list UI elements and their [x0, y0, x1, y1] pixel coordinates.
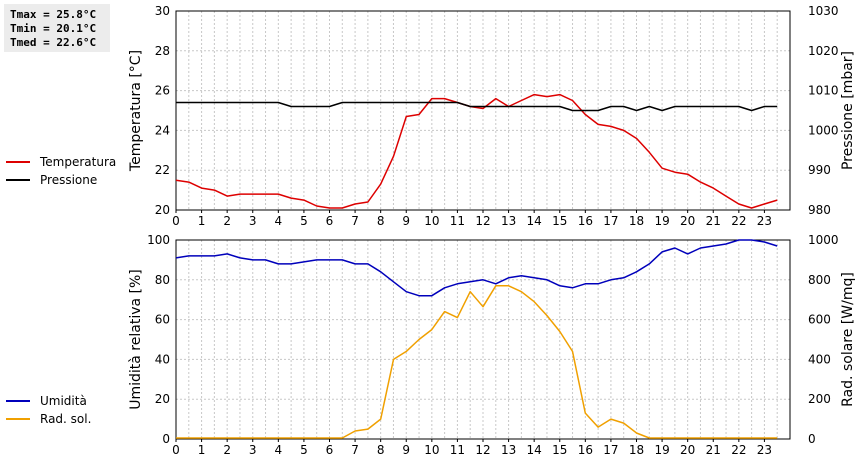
y-tick-label-left: 22 [155, 163, 170, 177]
x-tick-label: 23 [757, 443, 772, 457]
y-tick-label-right: 600 [808, 313, 831, 327]
tmed-label: Tmed = 22.6°C [10, 36, 97, 49]
y-tick-label-right: 980 [808, 203, 831, 217]
x-tick-label: 10 [424, 214, 439, 228]
series-line-radiation [176, 285, 778, 439]
y-tick-label-left: 80 [155, 273, 170, 287]
x-tick-label: 18 [629, 214, 644, 228]
x-tick-label: 2 [223, 214, 231, 228]
legend-item-pressure: Pressione [6, 171, 116, 189]
x-tick-label: 15 [552, 443, 567, 457]
y-tick-label-left: 24 [155, 123, 170, 137]
legend-item-radiation: Rad. sol. [6, 410, 91, 428]
x-tick-label: 11 [450, 214, 465, 228]
x-tick-label: 20 [680, 443, 695, 457]
x-tick-label: 2 [223, 443, 231, 457]
x-tick-label: 16 [578, 443, 593, 457]
x-tick-label: 14 [527, 443, 542, 457]
stats-box: Tmax = 25.8°C Tmin = 20.1°C Tmed = 22.6°… [4, 4, 110, 52]
y-tick-label-left: 0 [162, 432, 170, 446]
legend-item-humidity: Umidità [6, 392, 91, 410]
x-tick-label: 8 [377, 443, 385, 457]
y-tick-label-right: 800 [808, 273, 831, 287]
x-tick-label: 10 [424, 443, 439, 457]
x-tick-label: 15 [552, 214, 567, 228]
x-tick-label: 19 [654, 214, 669, 228]
y-tick-label-right: 1030 [808, 4, 839, 18]
x-tick-label: 1 [198, 214, 206, 228]
x-tick-label: 12 [475, 214, 490, 228]
tmax-label: Tmax = 25.8°C [10, 8, 97, 21]
y-tick-label-left: 100 [147, 233, 170, 247]
y-tick-label-right: 1020 [808, 44, 839, 58]
y-tick-label-left: 20 [155, 203, 170, 217]
x-tick-label: 14 [527, 214, 542, 228]
legend-swatch-radiation [6, 418, 30, 420]
x-tick-label: 0 [172, 443, 180, 457]
y-axis-label-right: Pressione [mbar] [840, 51, 856, 170]
x-tick-label: 21 [706, 214, 721, 228]
x-tick-label: 4 [275, 443, 283, 457]
legend-bottom: Umidità Rad. sol. [6, 392, 91, 428]
y-axis-label-left: Umidità relativa [%] [128, 269, 144, 410]
legend-label-radiation: Rad. sol. [40, 412, 92, 426]
x-tick-label: 7 [351, 443, 359, 457]
legend-label-temperature: Temperatura [40, 155, 117, 169]
x-tick-label: 5 [300, 443, 308, 457]
y-tick-label-left: 28 [155, 44, 170, 58]
x-tick-label: 19 [654, 443, 669, 457]
series-line-humidity [175, 239, 778, 297]
legend-swatch-pressure [6, 179, 30, 181]
legend-label-pressure: Pressione [40, 173, 98, 187]
series-line-pressure [176, 101, 778, 112]
x-tick-label: 13 [501, 214, 516, 228]
x-tick-label: 16 [578, 214, 593, 228]
x-tick-label: 9 [402, 443, 410, 457]
x-tick-label: 17 [603, 443, 618, 457]
x-tick-label: 12 [475, 443, 490, 457]
x-tick-label: 5 [300, 214, 308, 228]
x-tick-label: 20 [680, 214, 695, 228]
x-tick-label: 17 [603, 214, 618, 228]
y-tick-label-right: 1010 [808, 84, 839, 98]
y-tick-label-right: 1000 [808, 123, 839, 137]
x-tick-label: 11 [450, 443, 465, 457]
legend-label-humidity: Umidità [40, 394, 87, 408]
legend-swatch-humidity [6, 400, 30, 402]
legend-swatch-temperature [6, 161, 30, 163]
y-tick-label-left: 26 [155, 84, 170, 98]
y-tick-label-left: 20 [155, 392, 170, 406]
x-tick-label: 4 [275, 214, 283, 228]
y-tick-label-right: 990 [808, 163, 831, 177]
x-tick-label: 0 [172, 214, 180, 228]
x-tick-label: 21 [706, 443, 721, 457]
legend-item-temperature: Temperatura [6, 153, 116, 171]
x-tick-label: 6 [326, 214, 334, 228]
y-axis-label-left: Temperatura [°C] [128, 50, 144, 172]
x-tick-label: 8 [377, 214, 385, 228]
tmin-label: Tmin = 20.1°C [10, 22, 97, 35]
y-tick-label-right: 400 [808, 352, 831, 366]
x-tick-label: 13 [501, 443, 516, 457]
y-tick-label-right: 200 [808, 392, 831, 406]
x-tick-label: 18 [629, 443, 644, 457]
x-tick-label: 9 [402, 214, 410, 228]
x-tick-label: 22 [731, 443, 746, 457]
y-tick-label-left: 30 [155, 4, 170, 18]
x-tick-label: 6 [326, 443, 334, 457]
x-tick-label: 3 [249, 443, 257, 457]
x-tick-label: 3 [249, 214, 257, 228]
legend-top: Temperatura Pressione [6, 153, 116, 189]
y-axis-label-right: Rad. solare [W/mq] [840, 272, 856, 407]
y-tick-label-right: 1000 [808, 233, 839, 247]
y-tick-label-left: 60 [155, 313, 170, 327]
series-line-temperature [175, 93, 778, 209]
x-tick-label: 1 [198, 443, 206, 457]
y-tick-label-left: 40 [155, 352, 170, 366]
x-tick-label: 22 [731, 214, 746, 228]
y-tick-label-right: 0 [808, 432, 816, 446]
x-tick-label: 7 [351, 214, 359, 228]
x-tick-label: 23 [757, 214, 772, 228]
